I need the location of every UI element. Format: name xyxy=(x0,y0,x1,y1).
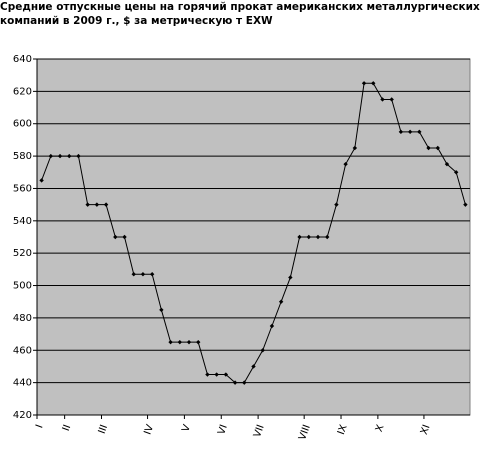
x-tick-label: VII xyxy=(252,423,267,439)
y-tick-label: 440 xyxy=(13,378,32,389)
marker xyxy=(306,234,311,240)
x-tick-label: I xyxy=(34,423,45,430)
marker xyxy=(297,234,302,240)
marker xyxy=(67,153,72,159)
marker xyxy=(417,129,422,135)
x-tick-label: IV xyxy=(143,423,157,436)
marker xyxy=(232,380,238,385)
plot-area xyxy=(36,58,471,416)
x-tick-label: XI xyxy=(419,423,433,436)
marker xyxy=(168,339,173,345)
marker xyxy=(453,170,459,175)
marker xyxy=(113,234,118,240)
marker xyxy=(94,202,100,207)
marker xyxy=(463,202,468,207)
marker xyxy=(39,178,44,183)
y-tick-label: 620 xyxy=(13,86,32,97)
x-tick-label: II xyxy=(61,423,73,432)
marker xyxy=(380,97,385,102)
marker xyxy=(288,275,293,280)
y-tick-label: 640 xyxy=(13,54,32,65)
y-tick-label: 460 xyxy=(13,345,32,356)
marker xyxy=(352,145,358,151)
marker xyxy=(131,272,136,277)
marker xyxy=(196,339,201,345)
marker xyxy=(205,372,210,377)
y-tick-label: 520 xyxy=(13,248,32,259)
marker xyxy=(76,153,81,159)
marker xyxy=(85,202,90,207)
marker xyxy=(444,161,450,167)
x-tick-label: III xyxy=(97,423,110,435)
marker xyxy=(426,145,431,151)
marker xyxy=(278,299,284,304)
y-tick-label: 480 xyxy=(13,313,32,324)
marker xyxy=(140,272,146,277)
x-tick-label: IX xyxy=(336,423,350,436)
marker xyxy=(214,372,219,377)
marker xyxy=(334,202,339,207)
marker xyxy=(186,339,192,345)
marker xyxy=(48,153,54,159)
marker xyxy=(325,234,330,240)
marker xyxy=(398,129,404,135)
marker xyxy=(407,129,413,135)
marker xyxy=(343,161,348,167)
marker xyxy=(159,307,164,313)
x-tick-label: VI xyxy=(216,423,230,436)
marker xyxy=(242,380,247,385)
marker xyxy=(269,323,275,329)
y-tick-label: 600 xyxy=(13,119,32,130)
marker xyxy=(103,202,109,207)
marker xyxy=(315,234,321,240)
y-tick-label: 580 xyxy=(13,151,32,162)
y-tick-label: 540 xyxy=(13,216,32,227)
marker xyxy=(361,81,367,86)
marker xyxy=(149,272,155,277)
marker xyxy=(177,339,182,345)
marker xyxy=(251,364,256,369)
marker xyxy=(57,153,63,159)
y-tick-label: 500 xyxy=(13,281,32,292)
chart-title: Средние отпускные цены на горячий прокат… xyxy=(0,1,480,27)
x-tick-label: VIII xyxy=(297,423,313,442)
y-tick-label: 420 xyxy=(13,410,32,421)
marker xyxy=(371,81,376,86)
marker xyxy=(435,145,440,151)
marker xyxy=(223,372,229,377)
y-tick-label: 560 xyxy=(13,183,32,194)
marker xyxy=(260,348,265,353)
marker xyxy=(389,97,394,102)
x-tick-label: V xyxy=(180,423,193,433)
marker xyxy=(122,234,127,240)
x-tick-label: X xyxy=(374,423,387,433)
